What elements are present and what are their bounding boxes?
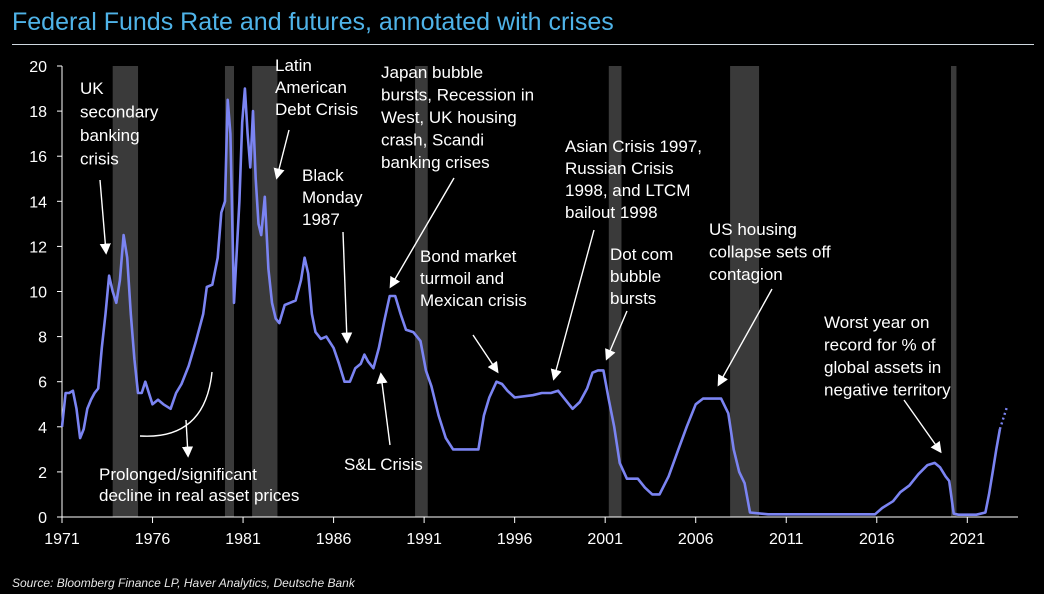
y-tick-label: 14: [29, 194, 47, 211]
annotation-latam: Latin American Debt Crisis: [275, 56, 358, 119]
annotation-arrow: [472, 334, 499, 374]
y-tick-label: 20: [29, 59, 47, 76]
y-tick-label: 12: [29, 239, 47, 256]
x-tick-label: 2016: [859, 531, 895, 548]
annotation-worst-year: Worst year on record for % of global asset…: [824, 313, 951, 400]
annotation-line: banking: [80, 126, 140, 145]
crisis-band: [730, 66, 760, 517]
annotation-line: S&L Crisis: [344, 455, 423, 474]
annotation-line: Debt Crisis: [275, 100, 358, 119]
series-layer: [60, 87, 1009, 516]
annotation-line: West, UK housing: [381, 108, 517, 127]
y-tick-label: 0: [38, 510, 47, 527]
annotation-line: negative territory: [824, 381, 951, 400]
decline-bracket: [139, 371, 213, 437]
futures-dotted-line: [998, 406, 1009, 430]
x-tick-label: 2021: [950, 531, 986, 548]
annotation-line: crisis: [80, 150, 119, 169]
annotation-dotcom: Dot com bubble bursts: [610, 245, 673, 308]
annotation-line: record for % of: [824, 336, 936, 355]
annotation-arrow: [389, 177, 455, 289]
x-tick-label: 2011: [769, 531, 804, 548]
y-tick-label: 10: [29, 285, 47, 302]
annotation-asian: Asian Crisis 1997, Russian Crisis 1998, an…: [565, 137, 702, 222]
crisis-band: [415, 66, 428, 517]
x-tick-label: 2001: [587, 531, 623, 548]
crisis-band: [608, 66, 622, 517]
annotation-line: American: [275, 78, 347, 97]
annotation-line: secondary: [80, 103, 159, 122]
annotation-line: UK: [80, 79, 104, 98]
annotation-bond: Bond market turmoil and Mexican crisis: [420, 247, 527, 310]
annotation-line: banking crises: [381, 153, 490, 172]
annotation-line: bailout 1998: [565, 203, 658, 222]
chart-title: Federal Funds Rate and futures, annotate…: [12, 8, 614, 36]
annotation-us-housing: US housing collapse sets off contagion: [709, 220, 831, 284]
y-tick-label: 18: [29, 104, 47, 121]
annotation-arrow: [273, 129, 290, 180]
annotation-arrows: [99, 129, 942, 458]
annotation-sl: S&L Crisis: [344, 455, 423, 474]
y-tick-label: 2: [38, 465, 47, 482]
annotation-line: Dot com: [610, 245, 673, 264]
annotation-line: contagion: [709, 265, 783, 284]
x-tick-label: 1996: [497, 531, 533, 548]
x-tick-label: 1981: [225, 531, 261, 548]
annotation-line: Asian Crisis 1997,: [565, 137, 702, 156]
annotation-line: Prolonged/significant: [99, 465, 257, 484]
annotation-arrow: [903, 399, 942, 454]
annotation-line: Worst year on: [824, 313, 930, 332]
annotation-line: crash, Scandi: [381, 131, 484, 150]
axes: 0 2 4 6 8 10 12 14 16 18 20 1971 1976 1981 1986 1991 199…: [29, 59, 1018, 548]
annotation-line: decline in real asset prices: [99, 486, 299, 505]
x-tick-label: 1971: [44, 531, 80, 548]
y-tick-label: 8: [38, 330, 47, 347]
annotation-line: 1998, and LTCM: [565, 181, 690, 200]
annotation-line: turmoil and: [420, 269, 504, 288]
x-tick-label: 1991: [406, 531, 442, 548]
annotation-uk: UK secondary banking crisis: [80, 79, 159, 169]
annotation-line: bursts: [610, 289, 656, 308]
fed-funds-line: [60, 87, 1002, 516]
annotation-line: global assets in: [824, 358, 941, 377]
annotation-arrow: [376, 372, 391, 446]
crisis-band: [224, 66, 235, 517]
y-tick-label: 4: [38, 420, 47, 437]
annotation-line: Black: [302, 166, 344, 185]
annotation-line: 1987: [302, 210, 340, 229]
annotation-arrow: [99, 179, 111, 255]
source-note: Source: Bloomberg Finance LP, Haver Anal…: [12, 576, 355, 590]
annotation-line: bursts, Recession in: [381, 86, 534, 105]
annotation-line: collapse sets off: [709, 243, 831, 262]
annotation-line: Bond market: [420, 247, 517, 266]
crisis-band: [252, 66, 278, 517]
annotation-prolonged: Prolonged/significant decline in real ass…: [99, 465, 299, 505]
annotation-line: Mexican crisis: [420, 291, 527, 310]
x-tick-label: 2006: [678, 531, 714, 548]
crisis-bands: [112, 66, 957, 517]
annotation-line: US housing: [709, 220, 797, 239]
annotation-arrow: [605, 310, 628, 361]
annotation-line: Latin: [275, 56, 312, 75]
crisis-band: [951, 66, 957, 517]
annotation-line: bubble: [610, 267, 661, 286]
annotation-line: Monday: [302, 188, 363, 207]
y-tick-label: 16: [29, 149, 47, 166]
annotations: UK secondary banking crisis Latin American Deb…: [80, 56, 951, 505]
x-tick-label: 1986: [316, 531, 352, 548]
annotation-black-monday: Black Monday 1987: [302, 166, 363, 229]
annotation-line: Japan bubble: [381, 63, 483, 82]
annotation-japan: Japan bubble bursts, Recession in West, UK…: [381, 63, 534, 172]
annotation-line: Russian Crisis: [565, 159, 674, 178]
x-tick-label: 1976: [135, 531, 171, 548]
annotation-arrow: [341, 231, 353, 344]
annotation-arrow: [550, 229, 595, 381]
annotation-arrow: [717, 288, 773, 387]
title-divider: [12, 44, 1034, 45]
y-tick-label: 6: [38, 375, 47, 392]
